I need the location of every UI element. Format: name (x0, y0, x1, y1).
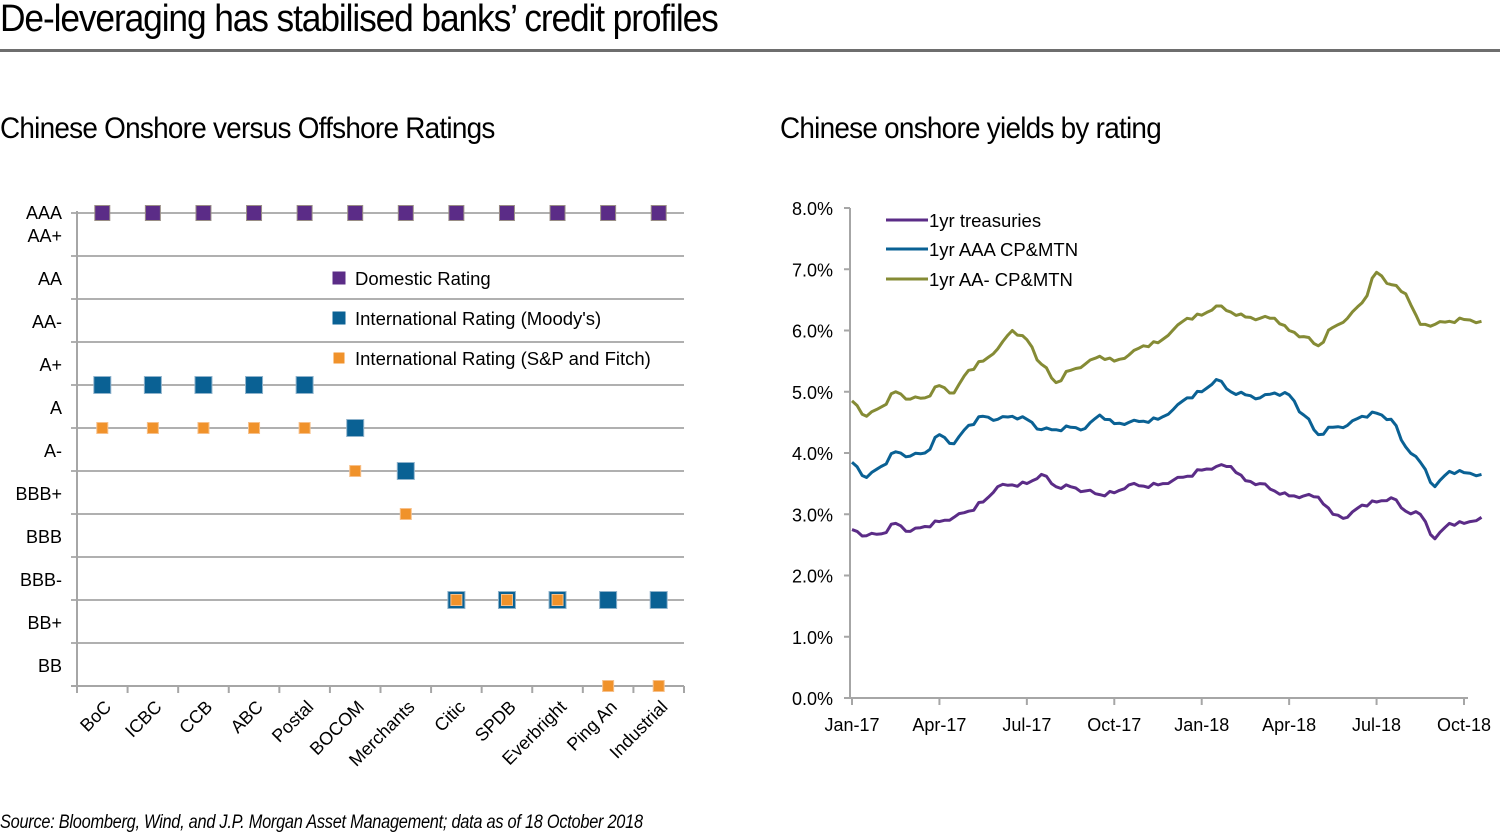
y-tick-label: 8.0% (792, 199, 833, 219)
y-tick-label: BBB (26, 527, 62, 547)
rating-marker (396, 462, 415, 480)
series-line-treasuries (851, 463, 1483, 541)
rating-marker (450, 594, 463, 606)
x-tick-label: Apr-18 (1262, 715, 1316, 735)
x-tick-label: Postal (268, 697, 318, 747)
y-tick-label: 3.0% (792, 505, 833, 525)
x-tick-label: Citic (430, 697, 469, 736)
y-tick-label: A (50, 398, 62, 418)
legend-label: International Rating (Moody's) (355, 308, 601, 329)
rating-marker (649, 591, 668, 609)
y-tick-label: 2.0% (792, 567, 833, 587)
rating-marker (295, 376, 314, 394)
rating-marker (599, 591, 618, 609)
y-tick-label: BB+ (27, 613, 62, 633)
y-tick-label: 0.0% (792, 689, 833, 709)
y-tick-label: 5.0% (792, 383, 833, 403)
legend-label: Domestic Rating (355, 268, 491, 289)
title-divider (0, 49, 1500, 52)
page-title: De-leveraging has stabilised banks’ cred… (0, 0, 719, 40)
rating-marker (346, 419, 365, 437)
x-tick-label: SPDB (471, 697, 520, 746)
y-tick-label: 4.0% (792, 444, 833, 464)
rating-marker (194, 376, 213, 394)
rating-marker (549, 205, 566, 221)
legend-swatch (332, 271, 346, 285)
rating-marker (197, 422, 210, 434)
ratings-chart-title: Chinese Onshore versus Offshore Ratings (0, 112, 495, 145)
yields-chart-title: Chinese onshore yields by rating (780, 112, 1162, 145)
source-note: Source: Bloomberg, Wind, and J.P. Morgan… (0, 812, 643, 833)
rating-marker (146, 422, 159, 434)
y-tick-label: 7.0% (792, 260, 833, 280)
legend-swatch (333, 352, 345, 364)
rating-marker (144, 205, 161, 221)
rating-marker (143, 376, 162, 394)
x-tick-label: Jul-17 (1002, 715, 1051, 735)
rating-marker (650, 205, 667, 221)
x-tick-label: Oct-17 (1087, 715, 1141, 735)
rating-marker (600, 205, 617, 221)
y-tick-label: A+ (39, 355, 62, 375)
y-tick-label: AAA (26, 203, 62, 223)
rating-marker (248, 422, 261, 434)
y-tick-label: AA (38, 269, 62, 289)
y-tick-label: A- (44, 441, 62, 461)
rating-marker (94, 205, 111, 221)
x-tick-label: Jul-18 (1352, 715, 1401, 735)
x-tick-label: ICBC (121, 697, 166, 742)
series-line-aa-minus (850, 270, 1482, 418)
x-tick-label: CCB (175, 697, 216, 738)
rating-marker (93, 376, 112, 394)
rating-marker (298, 422, 311, 434)
rating-marker (397, 205, 414, 221)
rating-marker (195, 205, 212, 221)
y-tick-label: BB (38, 656, 62, 676)
rating-marker (551, 594, 564, 606)
y-tick-label: AA- (32, 312, 62, 332)
rating-marker (246, 205, 263, 221)
rating-marker (347, 205, 364, 221)
y-tick-label: BBB+ (15, 484, 62, 504)
series-line-aaa (850, 378, 1482, 489)
rating-marker (296, 205, 313, 221)
y-tick-label: AA+ (27, 226, 62, 246)
x-tick-label: Jan-17 (824, 715, 879, 735)
rating-marker (498, 205, 515, 221)
x-tick-label: Jan-18 (1174, 715, 1229, 735)
legend-label: International Rating (S&P and Fitch) (355, 348, 651, 369)
rating-marker (96, 422, 109, 434)
y-tick-label: 1.0% (792, 628, 833, 648)
legend-swatch (332, 311, 346, 325)
rating-marker (245, 376, 264, 394)
rating-marker (399, 508, 412, 520)
y-tick-label: 6.0% (792, 322, 833, 342)
legend-label: 1yr AAA CP&MTN (929, 239, 1078, 260)
legend-label: 1yr AA- CP&MTN (929, 269, 1073, 290)
legend-label: 1yr treasuries (929, 210, 1041, 231)
y-tick-label: BBB- (20, 570, 62, 590)
rating-marker (448, 205, 465, 221)
x-tick-label: Oct-18 (1437, 715, 1491, 735)
x-tick-label: ABC (227, 697, 267, 737)
rating-marker (652, 680, 665, 692)
rating-marker (349, 465, 362, 477)
x-tick-label: BoC (76, 697, 115, 736)
rating-marker (500, 594, 513, 606)
x-tick-label: Apr-17 (912, 715, 966, 735)
rating-marker (602, 680, 615, 692)
